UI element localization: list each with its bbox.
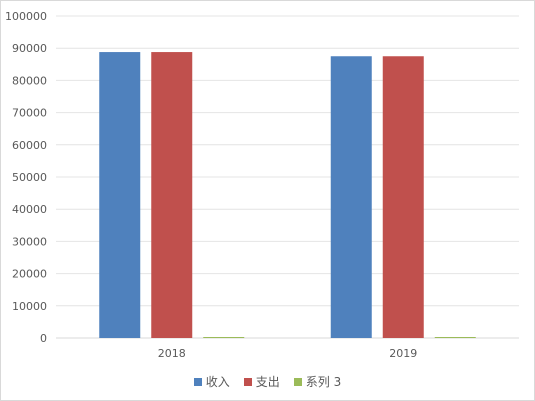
y-tick-label: 10000	[12, 300, 47, 313]
y-axis-ticks: 0 10000 20000 30000 40000 50000 60000 70000 8000…	[5, 10, 47, 345]
y-tick-label: 60000	[12, 139, 47, 152]
y-tick-label: 100000	[5, 10, 47, 23]
y-tick-label: 70000	[12, 107, 47, 120]
legend-item: 支出	[243, 373, 280, 390]
legend-label: 系列 3	[305, 375, 342, 389]
y-tick-label: 80000	[12, 74, 47, 87]
legend-swatch	[243, 377, 252, 386]
bar-2019-series-3	[434, 337, 476, 338]
legend-label: 支出	[255, 375, 280, 389]
y-tick-label: 0	[40, 332, 47, 345]
bar-2018-series-3	[203, 337, 245, 338]
legend-swatch	[193, 377, 202, 386]
y-tick-label: 20000	[12, 268, 47, 281]
y-tick-label: 30000	[12, 235, 47, 248]
legend: 收入 支出 系列 3	[0, 373, 535, 390]
x-axis-ticks: 2018 2019	[158, 347, 418, 360]
bar-2018-series-1	[99, 52, 141, 339]
legend-label: 收入	[205, 375, 230, 389]
y-tick-label: 50000	[12, 171, 47, 184]
legend-item: 系列 3	[293, 373, 342, 390]
x-tick-label: 2018	[158, 347, 186, 360]
legend-item: 收入	[193, 373, 230, 390]
bar-2018-series-2	[151, 52, 193, 339]
y-tick-label: 90000	[12, 42, 47, 55]
y-tick-label: 40000	[12, 203, 47, 216]
legend-swatch	[293, 377, 302, 386]
bars	[99, 52, 476, 339]
x-tick-label: 2019	[389, 347, 417, 360]
bar-2019-series-1	[330, 56, 372, 338]
bar-2019-series-2	[382, 56, 424, 338]
